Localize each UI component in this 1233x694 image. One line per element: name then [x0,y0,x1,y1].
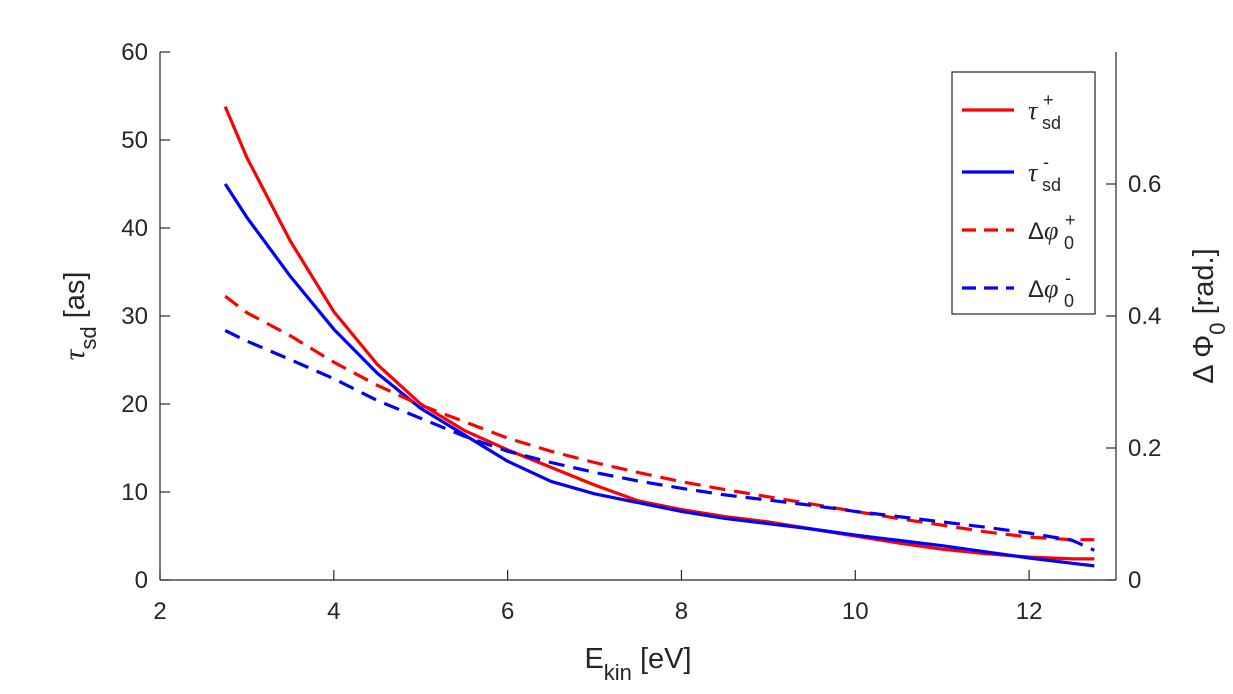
y-left-tick-label: 10 [121,479,148,506]
legend-label-tau_sd_plus: τ [1028,96,1039,125]
y-left-axis-label-units: [as] [59,272,91,327]
y-left-axis-label-symbol: τ [58,348,91,360]
y-right-axis-label-units: [rad.] [1188,248,1220,322]
x-tick-label: 4 [327,598,340,625]
legend-box [951,71,1096,315]
legend-label-delta: Δ [1028,276,1044,303]
y-left-tick-label: 60 [121,39,148,66]
y-left-tick-label: 20 [121,391,148,418]
legend-label-tau_sd_minus: τ [1028,158,1039,187]
y-left-axis-label: τsd [as] [58,272,101,361]
y-right-axis-label-symbol: Δ Φ [1188,335,1220,384]
x-axis-label-units: [eV] [632,643,692,675]
series-line-dphi0_minus [224,329,1095,552]
legend-label-sub: 0 [1064,233,1074,253]
y-right-tick-label: 0.4 [1128,303,1161,330]
legend-label-delta: Δ [1028,218,1044,245]
series-line-tau_sd_plus [223,105,1095,561]
legend-label-phi: φ [1044,216,1058,245]
plot-area [223,105,1095,568]
x-axis-label: Ekin [eV] [584,643,691,685]
legend-label-sup: - [1043,152,1049,172]
legend-label-sub: sd [1042,113,1061,133]
y-right-axis-label-sub: 0 [1205,322,1230,334]
y-left-axis-label-group: τsd [as] [58,272,101,361]
x-tick-label: 12 [1016,598,1043,625]
series-line-tau_sd_minus [223,183,1095,568]
y-left-tick-label: 0 [135,567,148,594]
y-right-tick-label: 0 [1128,567,1141,594]
x-tick-label: 8 [675,598,688,625]
legend-label-phi: φ [1044,274,1058,303]
legend-label-sub: 0 [1064,291,1074,311]
x-tick-label: 2 [153,598,166,625]
legend-label-sup: - [1065,268,1071,288]
legend-label-sup: + [1043,90,1054,110]
axes: 2 4 6 8 10 12 0 10 20 30 40 50 60 0 0.2 0.4 0.6 Ekin [eV]… [58,39,1230,685]
legend-label-dphi0_minus: Δφ [1028,274,1058,303]
y-left-axis-label-sub: sd [76,326,101,349]
x-tick-label: 6 [501,598,514,625]
x-axis-label-main: E [584,643,603,675]
y-left-tick-label: 30 [121,303,148,330]
x-tick-label: 10 [842,598,869,625]
x-axis-label-sub: kin [604,660,632,685]
y-right-axis-label-group: Δ Φ0 [rad.] [1188,248,1230,383]
legend-label-sup: + [1065,210,1076,230]
y-right-tick-label: 0.6 [1128,171,1161,198]
y-right-tick-label: 0.2 [1128,435,1161,462]
legend-label-sub: sd [1042,175,1061,195]
y-left-tick-label: 40 [121,215,148,242]
legend-label-dphi0_plus: Δφ [1028,216,1058,245]
y-left-tick-label: 50 [121,127,148,154]
series-line-dphi0_plus [224,294,1095,542]
y-right-axis-label: Δ Φ0 [rad.] [1188,248,1230,383]
